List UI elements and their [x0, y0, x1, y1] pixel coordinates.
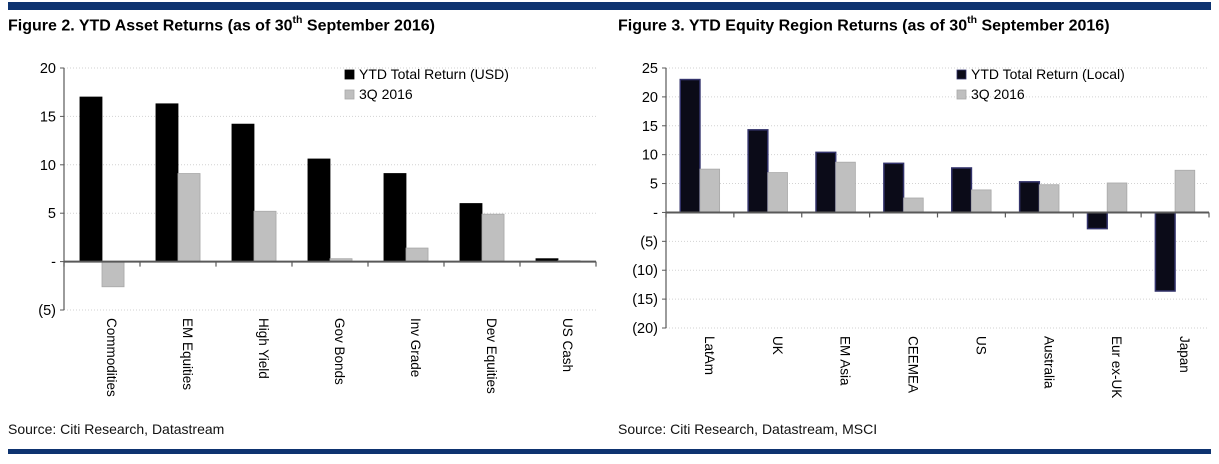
- bar-3q: [253, 210, 277, 263]
- category-label: LatAm: [702, 336, 717, 375]
- bar-3q: [1038, 184, 1060, 213]
- bar-3q: [767, 172, 788, 213]
- category-label: EM Asia: [838, 336, 853, 386]
- figure-2-bar-chart: 20 15 10 5 - (5) Commodities EM Equities High Yi…: [8, 56, 600, 433]
- legend-label: 3Q 2016: [971, 86, 1025, 102]
- bar-ytd: [1154, 211, 1176, 292]
- bar-3q: [971, 189, 992, 213]
- bar-ytd: [231, 123, 255, 262]
- bar-ytd: [1086, 211, 1108, 230]
- category-label: Australia: [1041, 336, 1056, 389]
- top-accent-bar: [8, 2, 1211, 10]
- bar-3q: [405, 247, 429, 263]
- bar-ytd: [679, 78, 701, 214]
- bar-ytd: [383, 173, 407, 262]
- bar-chart-svg: 25 20 15 10 5 - (5) (10) (15) (20) LatAm UK EM Asia C…: [632, 61, 1210, 398]
- figure-2-source: Source: Citi Research, Datastream: [8, 421, 225, 437]
- legend-label: YTD Total Return (Local): [971, 66, 1125, 82]
- bar-3q: [835, 161, 856, 213]
- bar-ytd: [459, 203, 483, 263]
- bar-3q: [699, 168, 721, 213]
- figure-3-source: Source: Citi Research, Datastream, MSCI: [618, 421, 878, 437]
- figure-2-panel: Figure 2. YTD Asset Returns (as of 30th …: [8, 0, 600, 464]
- y-tick-label: (20): [632, 321, 658, 337]
- bar-ytd: [307, 158, 331, 262]
- y-tick-label: (5): [38, 303, 56, 319]
- bar-3q: [1174, 169, 1196, 213]
- bar-3q: [903, 197, 924, 213]
- figure-2-title-superscript: th: [292, 14, 303, 26]
- bar-ytd: [883, 162, 905, 214]
- figure-3-title-superscript: th: [967, 14, 978, 26]
- figure-2-title: Figure 2. YTD Asset Returns (as of 30th …: [8, 14, 435, 35]
- category-label: US: [973, 336, 988, 355]
- bar-3q: [1106, 182, 1128, 213]
- bar-ytd: [155, 103, 179, 262]
- y-tick-label: -: [51, 255, 56, 271]
- legend-swatch: [344, 89, 355, 100]
- y-tick-label: 10: [40, 158, 56, 174]
- y-tick-label: (5): [640, 234, 658, 250]
- legend-swatch: [956, 69, 967, 80]
- bar-chart-svg: 20 15 10 5 - (5) Commodities EM Equities High Yi…: [38, 61, 597, 397]
- figure-3-panel: Figure 3. YTD Equity Region Returns (as …: [618, 0, 1211, 464]
- bar-3q: [481, 213, 505, 262]
- y-tick-label: 15: [642, 119, 658, 135]
- y-tick-label: (10): [632, 263, 658, 279]
- y-tick-label: 5: [48, 206, 56, 222]
- legend-swatch: [344, 69, 355, 80]
- figure-3-title-prefix: Figure 3. YTD Equity Region Returns (as …: [618, 17, 968, 35]
- figure-2-title-suffix: September 2016): [302, 17, 435, 35]
- figure-3-title: Figure 3. YTD Equity Region Returns (as …: [618, 14, 1110, 35]
- y-tick-label: 5: [650, 177, 658, 193]
- figure-2-title-prefix: Figure 2. YTD Asset Returns (as of 30: [8, 17, 293, 35]
- y-tick-label: 10: [642, 148, 658, 164]
- category-label: US Cash: [560, 318, 575, 372]
- bar-ytd: [815, 151, 837, 214]
- bar-ytd: [1018, 181, 1041, 214]
- figure-3-title-suffix: September 2016): [977, 17, 1110, 35]
- category-label: Inv Grade: [408, 318, 423, 377]
- legend-swatch: [956, 89, 967, 100]
- category-label: Japan: [1177, 336, 1192, 373]
- y-tick-label: 25: [642, 61, 658, 77]
- bar-3q: [101, 261, 125, 288]
- bar-ytd: [951, 167, 973, 214]
- bottom-accent-rule: [8, 449, 1211, 454]
- category-label: High Yield: [256, 318, 271, 379]
- bar-ytd: [79, 96, 103, 262]
- bar-3q: [177, 173, 201, 262]
- category-label: EM Equities: [180, 318, 195, 390]
- y-tick-label: (15): [632, 292, 658, 308]
- y-tick-label: 15: [40, 109, 56, 125]
- y-tick-label: -: [653, 205, 658, 221]
- category-label: Eur ex-UK: [1109, 336, 1124, 398]
- category-label: Gov Bonds: [332, 318, 347, 385]
- figure-3-bar-chart: 25 20 15 10 5 - (5) (10) (15) (20) LatAm UK EM Asia C…: [618, 56, 1211, 433]
- y-tick-label: 20: [642, 90, 658, 106]
- legend-label: 3Q 2016: [359, 86, 413, 102]
- category-label: CEEMEA: [906, 336, 921, 393]
- category-label: Commodities: [104, 318, 119, 397]
- category-label: Dev Equities: [484, 318, 499, 394]
- legend-label: YTD Total Return (USD): [359, 66, 509, 82]
- y-tick-label: 20: [40, 61, 56, 77]
- bar-ytd: [747, 129, 769, 214]
- category-label: UK: [770, 336, 785, 355]
